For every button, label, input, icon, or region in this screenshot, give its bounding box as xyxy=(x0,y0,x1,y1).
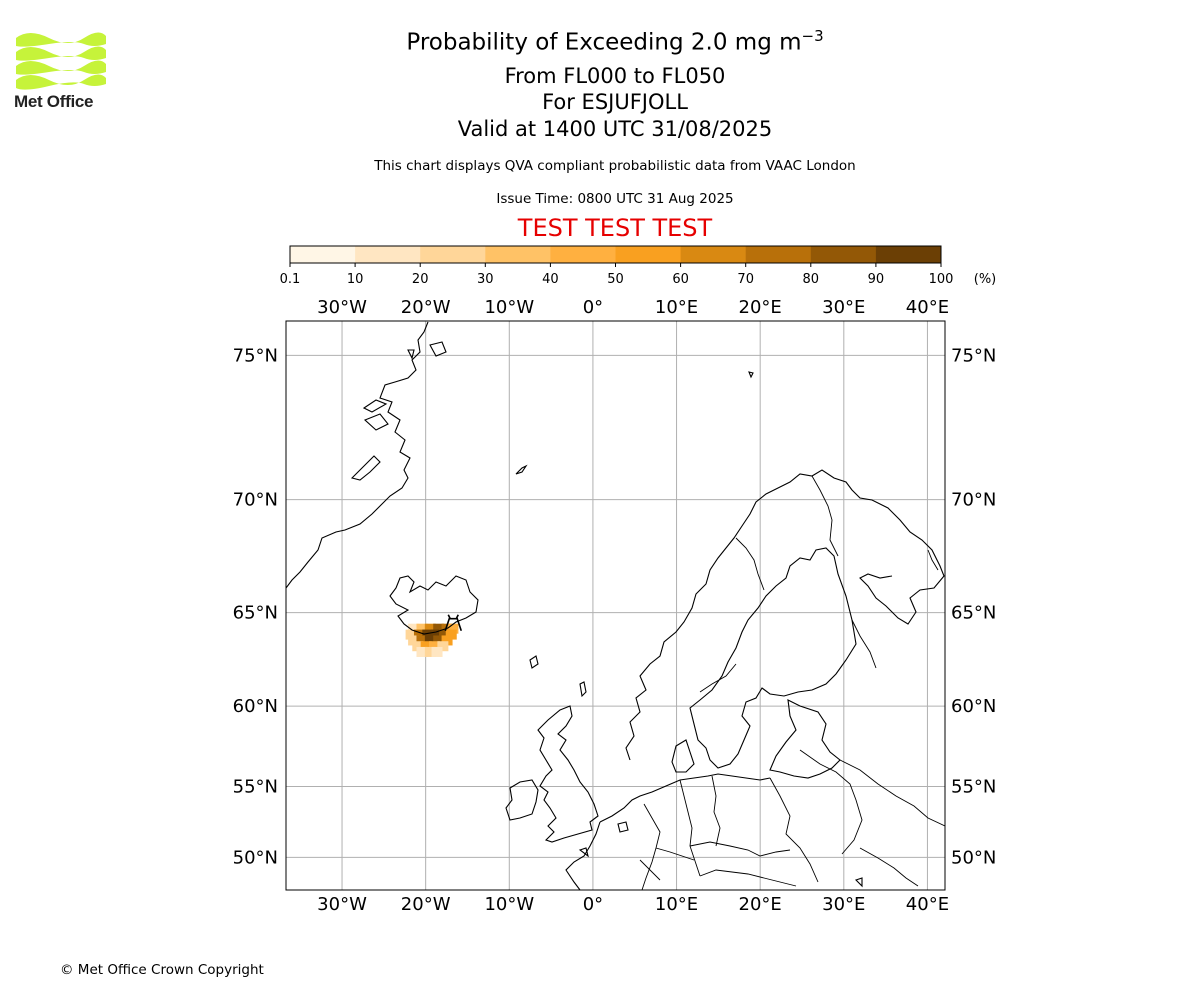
ash-cell xyxy=(433,635,445,646)
lon-label-top: 30°E xyxy=(822,297,865,318)
lat-label-left: 75°N xyxy=(233,345,278,366)
lat-label-right: 70°N xyxy=(951,490,996,511)
colorbar-segment xyxy=(745,246,812,263)
lon-label-bottom: 20°E xyxy=(739,894,782,915)
colorbar-tick-label: 60 xyxy=(672,272,689,287)
lon-label-top: 10°W xyxy=(484,297,534,318)
chart-description: This chart displays QVA compliant probab… xyxy=(374,158,856,174)
lon-label-top: 0° xyxy=(583,297,603,318)
coastlines xyxy=(286,321,945,890)
ireland-coast xyxy=(505,779,539,821)
ash-cell xyxy=(416,646,428,657)
colorbar-tick-label: 20 xyxy=(412,272,429,287)
valid-time: Valid at 1400 UTC 31/08/2025 xyxy=(457,117,773,141)
lon-label-top: 40°E xyxy=(906,297,949,318)
lon-label-bottom: 40°E xyxy=(906,894,949,915)
lon-label-bottom: 0° xyxy=(583,894,603,915)
ash-cell xyxy=(412,641,424,652)
copyright: © Met Office Crown Copyright xyxy=(60,962,264,978)
lon-label-bottom: 20°W xyxy=(401,894,451,915)
met-office-wave-logo-icon xyxy=(16,32,106,90)
volcano-marker-icon xyxy=(444,614,463,631)
lat-label-left: 70°N xyxy=(233,490,278,511)
lon-label-bottom: 10°W xyxy=(484,894,534,915)
colorbar-segment xyxy=(355,246,421,263)
lat-label-left: 50°N xyxy=(233,847,278,868)
colorbar-segment xyxy=(680,246,747,263)
ash-cell xyxy=(429,641,441,652)
ash-cell xyxy=(445,629,457,640)
colorbar-segment xyxy=(485,246,551,263)
colorbar-tick-label: 70 xyxy=(737,272,754,287)
ash-cell xyxy=(408,623,420,634)
colorbar-tick-label: 100 xyxy=(929,272,954,287)
colorbar-tick-label: 80 xyxy=(803,272,820,287)
lat-label-right: 55°N xyxy=(951,776,996,797)
colorbar-unit: (%) xyxy=(974,272,997,287)
ash-cell xyxy=(422,629,434,640)
ash-cell xyxy=(424,646,436,657)
ash-cell xyxy=(416,623,428,634)
chart-title: Probability of Exceeding 2.0 mg m−3 xyxy=(406,27,824,56)
lat-label-left: 60°N xyxy=(233,696,278,717)
lat-label-right: 60°N xyxy=(951,696,996,717)
issue-time: Issue Time: 0800 UTC 31 Aug 2025 xyxy=(496,191,734,207)
ash-cell xyxy=(424,635,436,646)
greenland-coast xyxy=(286,321,429,589)
lon-label-top: 20°E xyxy=(739,297,782,318)
lat-label-left: 65°N xyxy=(233,603,278,624)
ash-cell xyxy=(433,623,445,634)
colorbar-segment xyxy=(810,246,877,263)
volcano-name: For ESJUFJOLL xyxy=(542,90,688,114)
colorbar-tick-label: 40 xyxy=(542,272,559,287)
lon-label-bottom: 30°E xyxy=(822,894,865,915)
gridlines xyxy=(286,321,945,890)
colorbar-tick-label: 50 xyxy=(607,272,624,287)
colorbar: 0.1 10 20 30 40 50 60 70 80 90 100 xyxy=(280,245,954,287)
colorbar-tick-label: 30 xyxy=(477,272,494,287)
lat-label-left: 55°N xyxy=(233,776,278,797)
iceland-coast xyxy=(389,575,479,635)
ash-cell xyxy=(416,635,428,646)
ash-cell xyxy=(430,629,442,640)
ash-cell xyxy=(447,623,459,634)
ash-cell xyxy=(437,641,449,652)
lon-label-top: 20°W xyxy=(401,297,451,318)
ash-cell xyxy=(420,641,432,652)
ash-cell xyxy=(405,629,417,640)
ash-cell xyxy=(431,646,443,657)
map-frame xyxy=(285,320,946,891)
ash-cell xyxy=(413,629,425,640)
lat-label-right: 50°N xyxy=(951,847,996,868)
colorbar-tick-label: 0.1 xyxy=(280,272,301,287)
colorbar-segment xyxy=(290,246,356,263)
colorbar-tick-label: 90 xyxy=(868,272,885,287)
colorbar-segment xyxy=(420,246,486,263)
colorbar-segment xyxy=(615,246,682,263)
lat-label-right: 65°N xyxy=(951,603,996,624)
lat-label-right: 75°N xyxy=(951,345,996,366)
ash-cell xyxy=(408,635,420,646)
ash-probability-field xyxy=(405,623,459,657)
colorbar-segment xyxy=(550,246,616,263)
lon-label-bottom: 30°W xyxy=(317,894,367,915)
logo-text: Met Office xyxy=(14,92,94,111)
axis-labels: 30°W 30°W 20°W 20°W 10°W 10°W 0° 0° 10°E 10°E 20°E… xyxy=(233,297,997,915)
ash-cell xyxy=(441,635,453,646)
lon-label-bottom: 10°E xyxy=(655,894,698,915)
ash-cell xyxy=(439,629,451,640)
lon-label-top: 30°W xyxy=(317,297,367,318)
test-banner: TEST TEST TEST xyxy=(517,214,713,242)
lon-label-top: 10°E xyxy=(655,297,698,318)
colorbar-tick-label: 10 xyxy=(347,272,364,287)
great-britain-coast xyxy=(537,705,599,843)
ash-cell xyxy=(424,623,436,634)
colorbar-segment xyxy=(875,246,942,263)
level-range: From FL000 to FL050 xyxy=(504,64,726,88)
scandinavia-coast xyxy=(625,469,945,761)
